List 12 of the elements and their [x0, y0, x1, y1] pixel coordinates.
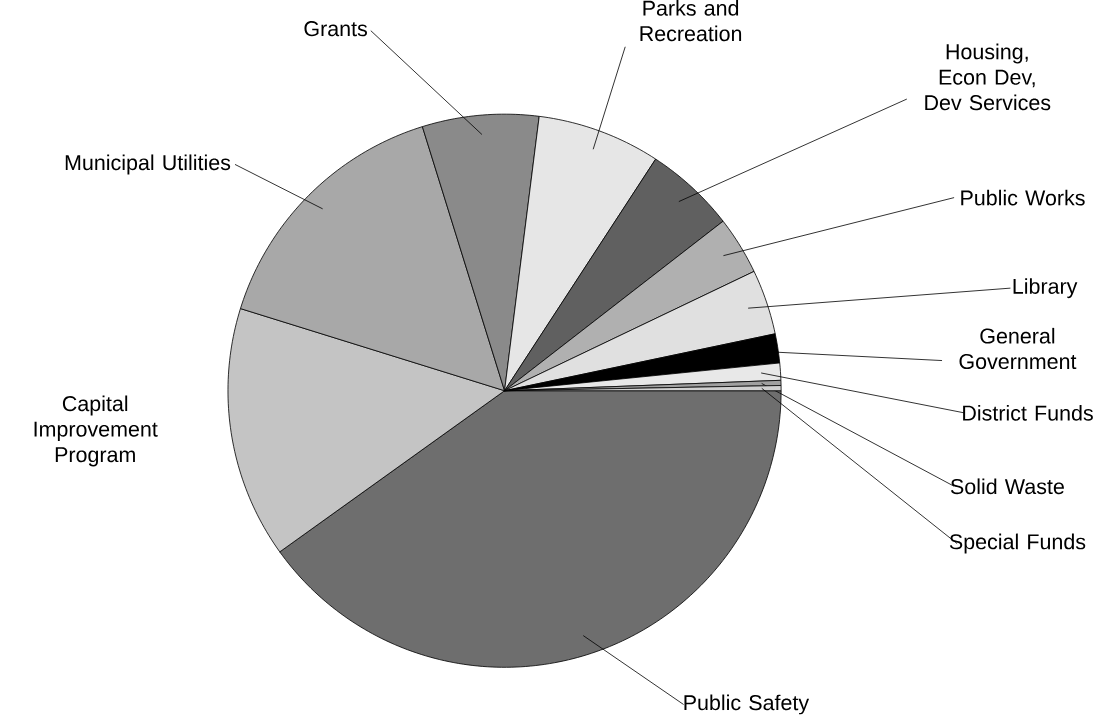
- slice-label: General Government: [959, 328, 1077, 370]
- slice-label: Capital Improvement Program: [34, 395, 158, 467]
- slice-label: Public Works: [961, 190, 1085, 206]
- slice-label: Solid Waste: [950, 478, 1064, 495]
- slice-label: Housing, Econ Dev, Dev Services: [925, 43, 1051, 111]
- slice-label: Parks and Recreation: [640, 0, 742, 42]
- slice-label: District Funds: [963, 405, 1093, 421]
- slice-label: Library: [1013, 278, 1078, 299]
- slice-label: Public Safety: [684, 694, 810, 715]
- slice-label: Special Funds: [949, 533, 1086, 554]
- slice-label: Municipal Utilities: [65, 154, 231, 175]
- slice-label: Grants: [304, 21, 367, 37]
